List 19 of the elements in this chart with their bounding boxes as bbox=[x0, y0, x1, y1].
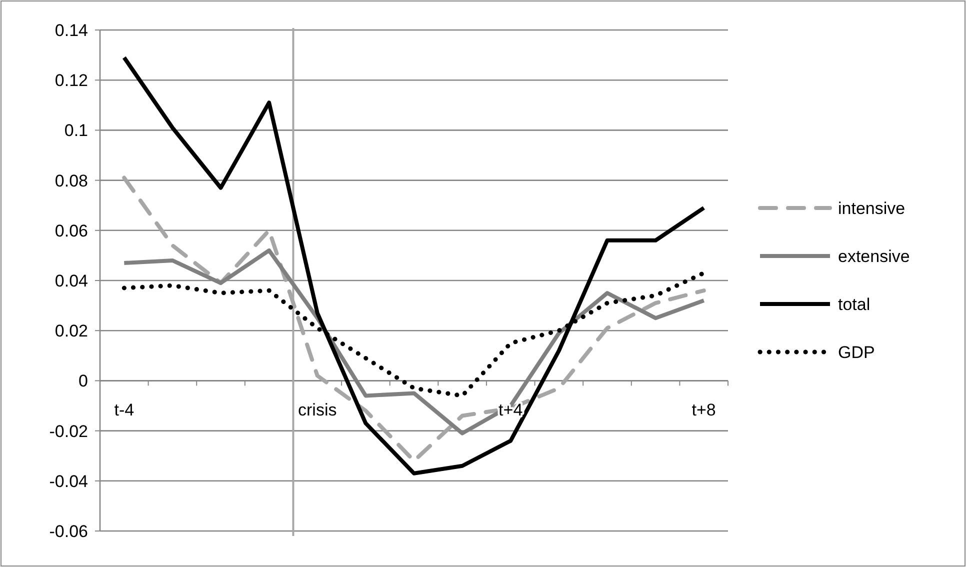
legend-label: intensive bbox=[838, 198, 906, 218]
legend-label: extensive bbox=[838, 246, 910, 266]
y-tick-label: 0.04 bbox=[54, 271, 88, 290]
y-tick-label: 0.06 bbox=[54, 221, 88, 240]
y-tick-label: 0.12 bbox=[54, 71, 88, 90]
y-tick-label: 0 bbox=[78, 372, 88, 391]
y-tick-label: -0.04 bbox=[49, 472, 88, 491]
x-tick-label: t+4 bbox=[498, 400, 523, 420]
y-tick-label: 0.1 bbox=[64, 121, 88, 140]
y-tick-label: 0.08 bbox=[54, 171, 88, 190]
legend-label: total bbox=[838, 294, 870, 314]
x-tick-label: t-4 bbox=[114, 400, 134, 420]
x-tick-label: crisis bbox=[298, 400, 337, 420]
legend-label: GDP bbox=[838, 342, 875, 362]
y-tick-label: 0.02 bbox=[54, 322, 88, 341]
y-tick-label: 0.14 bbox=[54, 20, 88, 40]
y-tick-label: -0.02 bbox=[49, 422, 88, 441]
x-tick-label: t+8 bbox=[692, 400, 716, 420]
y-tick-label: -0.06 bbox=[49, 522, 88, 541]
